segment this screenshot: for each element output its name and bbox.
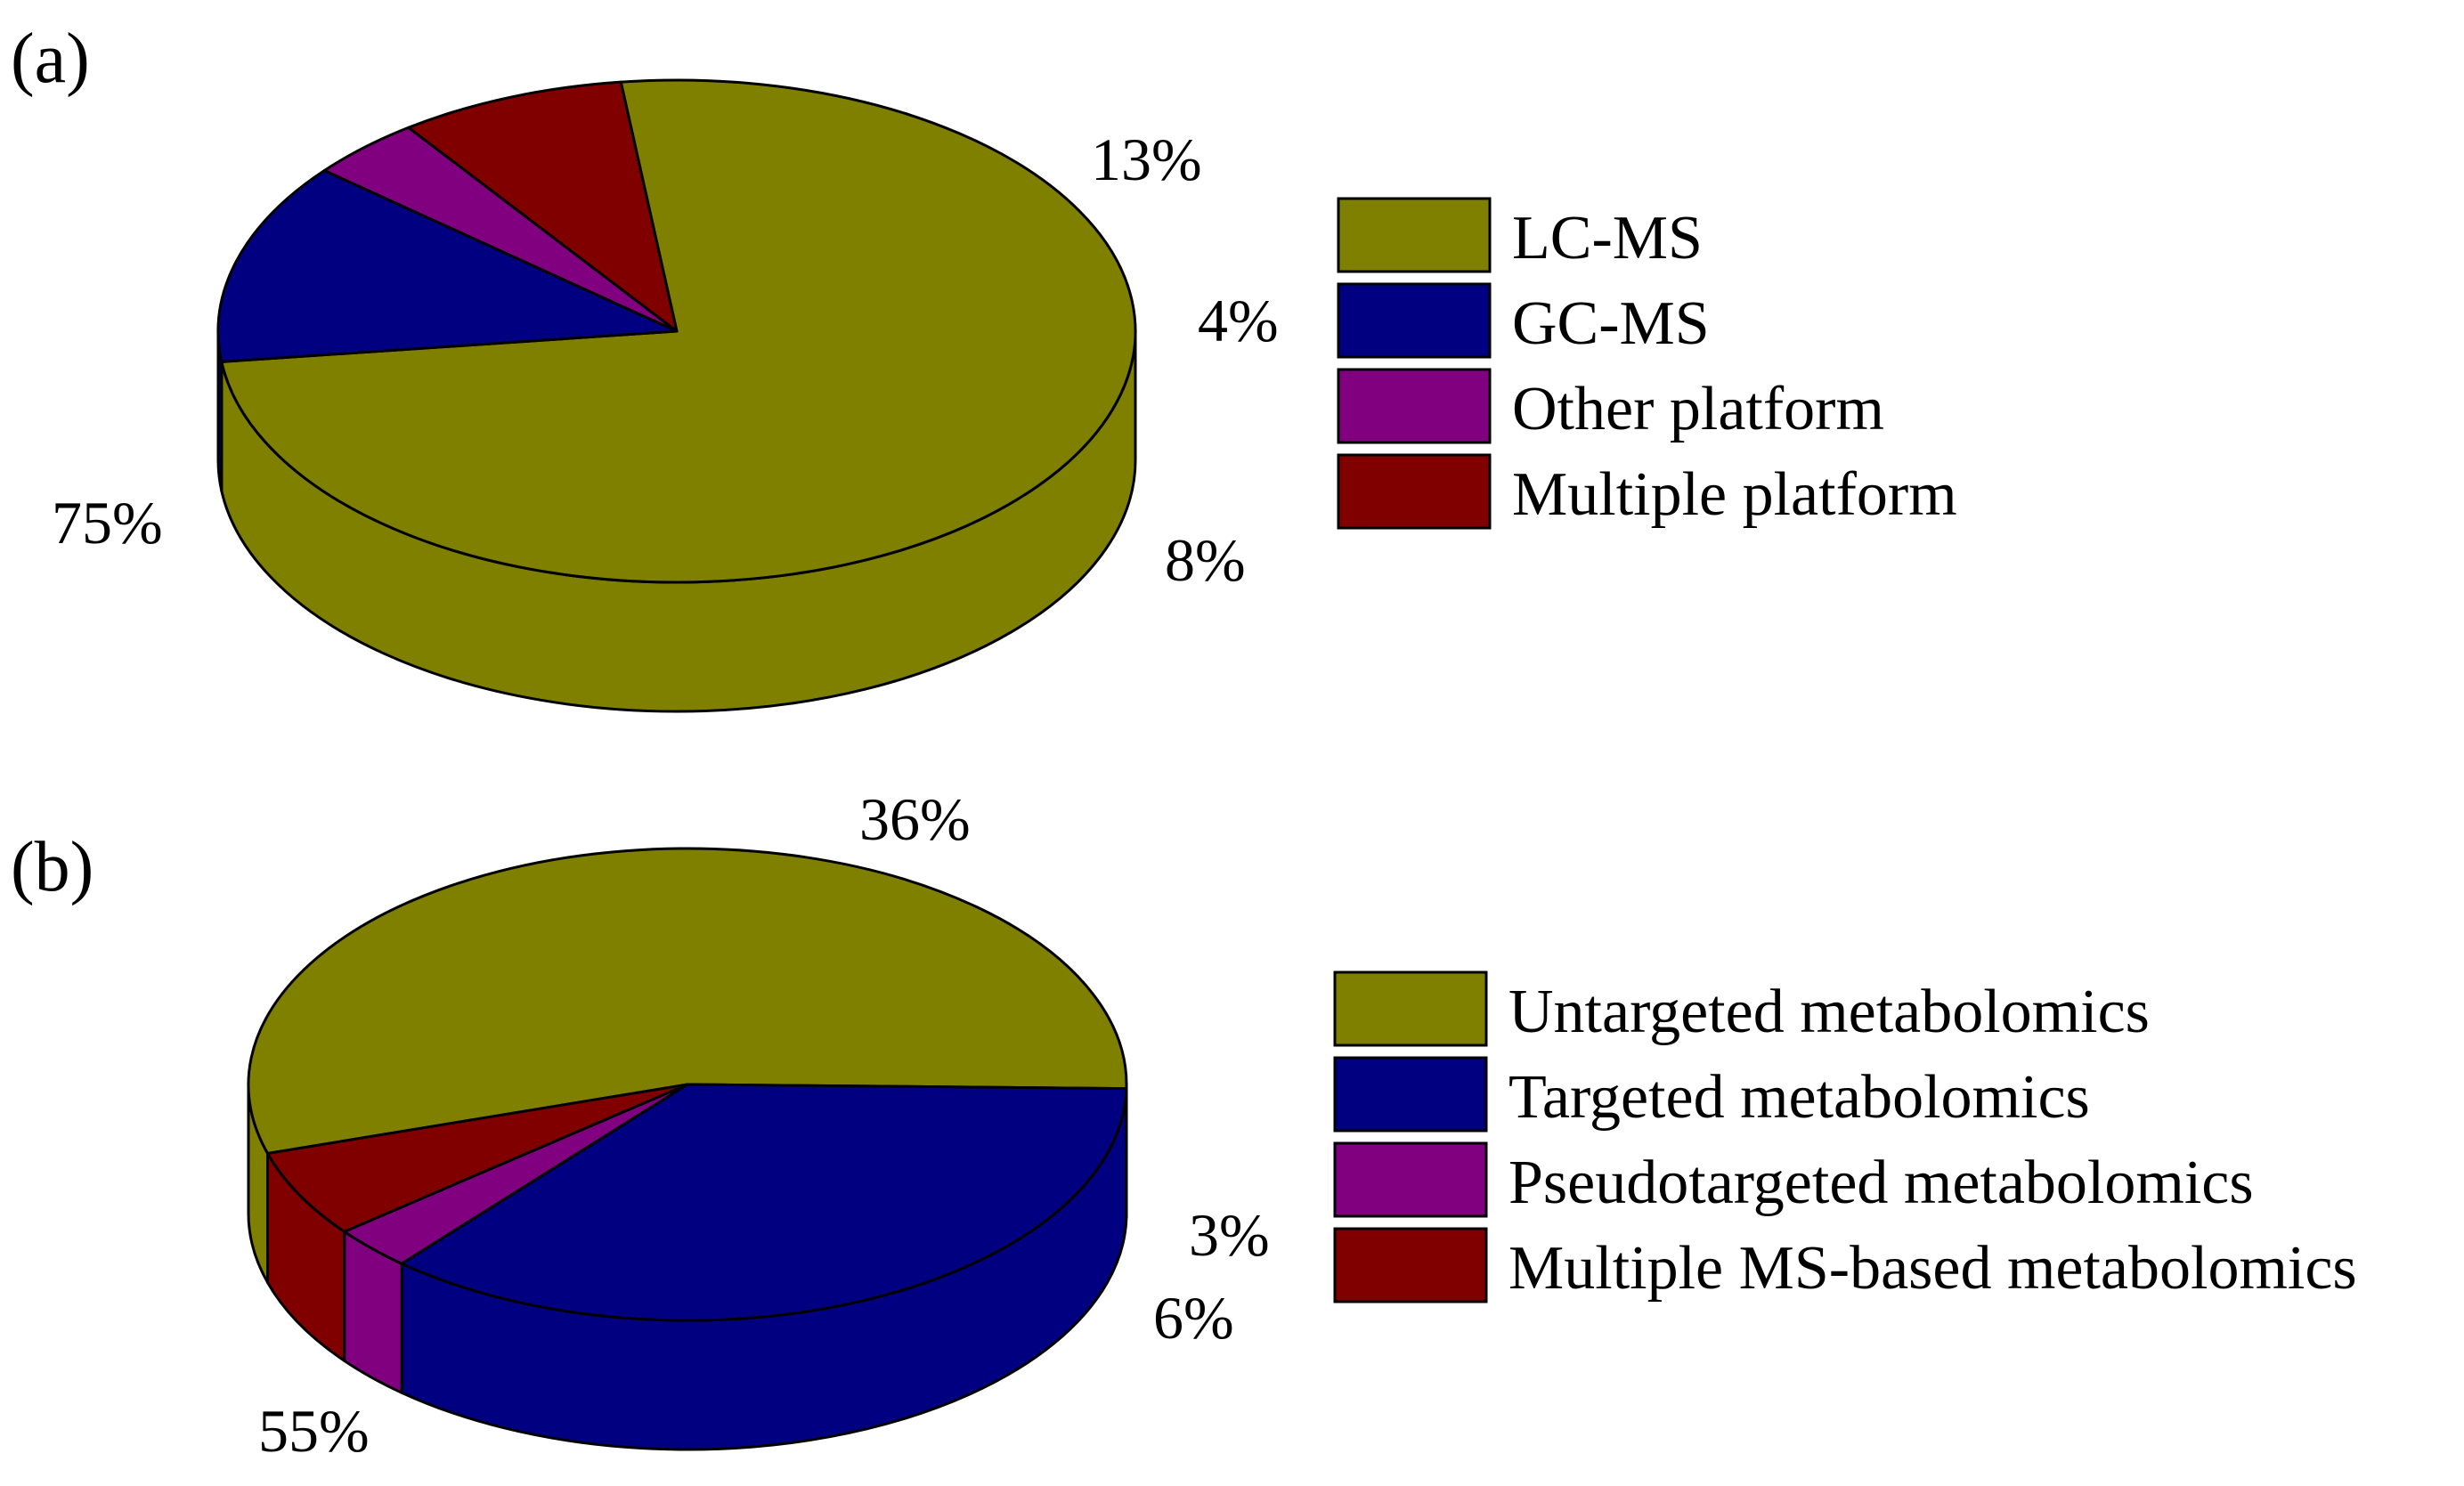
legend-swatch-multiple-ms — [1333, 1227, 1488, 1303]
legend-swatch-pseudotargeted — [1333, 1141, 1488, 1218]
pct-label-lc-ms: 75% — [52, 489, 163, 556]
legend-label-gc-ms: GC-MS — [1512, 289, 1710, 358]
pie-slice-lc-ms — [220, 78, 1137, 584]
legend-label-pseudotargeted: Pseudotargeted metabolomics — [1508, 1149, 2254, 1217]
legend-label-targeted: Targeted metabolomics — [1508, 1063, 2090, 1132]
pct-label-targeted: 36% — [859, 785, 971, 853]
legend-swatch-other-platform — [1337, 368, 1492, 444]
legend-label-multiple-platform: Multiple platform — [1512, 460, 1957, 529]
panel-a: (a) 75% 13% 4% 8% LC-MS GC-MS Other plat… — [11, 20, 1957, 713]
pct-label-untargeted: 55% — [258, 1397, 370, 1465]
legend-swatch-gc-ms — [1337, 282, 1492, 359]
legend-a: LC-MS GC-MS Other platform Multiple plat… — [1337, 197, 1957, 530]
pie-b — [247, 847, 1128, 1451]
pie-slice-multiple-platform — [407, 80, 679, 333]
legend-label-multiple-ms: Multiple MS-based metabolomics — [1508, 1234, 2357, 1303]
legend-label-other-platform: Other platform — [1512, 375, 1884, 443]
legend-swatch-multiple-platform — [1337, 453, 1492, 530]
pct-label-pseudotargeted: 3% — [1189, 1201, 1270, 1269]
pie-slice-untargeted-metabolomics — [247, 847, 1128, 1155]
panel-b-label: (b) — [11, 828, 94, 906]
pie-a — [216, 78, 1137, 713]
panel-b: (b) 55% 36% 3% 6% Untargeted metabolomic… — [11, 785, 2357, 1465]
legend-label-untargeted: Untargeted metabolomics — [1508, 978, 2150, 1046]
pct-label-other-platform: 4% — [1198, 287, 1279, 354]
legend-swatch-targeted — [1333, 1056, 1488, 1133]
legend-label-lc-ms: LC-MS — [1512, 204, 1703, 272]
pct-label-multiple-ms: 6% — [1153, 1284, 1234, 1352]
panel-a-label: (a) — [11, 20, 90, 98]
legend-swatch-lc-ms — [1337, 197, 1492, 273]
pie-slice-gc-ms — [216, 168, 679, 363]
legend-swatch-untargeted — [1333, 970, 1488, 1047]
pct-label-multiple-platform: 8% — [1165, 526, 1246, 594]
legend-b: Untargeted metabolomics Targeted metabol… — [1333, 970, 2357, 1303]
pie-slice-multiple-ms-based-metabolomics — [266, 1083, 689, 1233]
pie-slice-targeted-metabolomics — [400, 1083, 1128, 1322]
pct-label-gc-ms: 13% — [1091, 126, 1202, 193]
